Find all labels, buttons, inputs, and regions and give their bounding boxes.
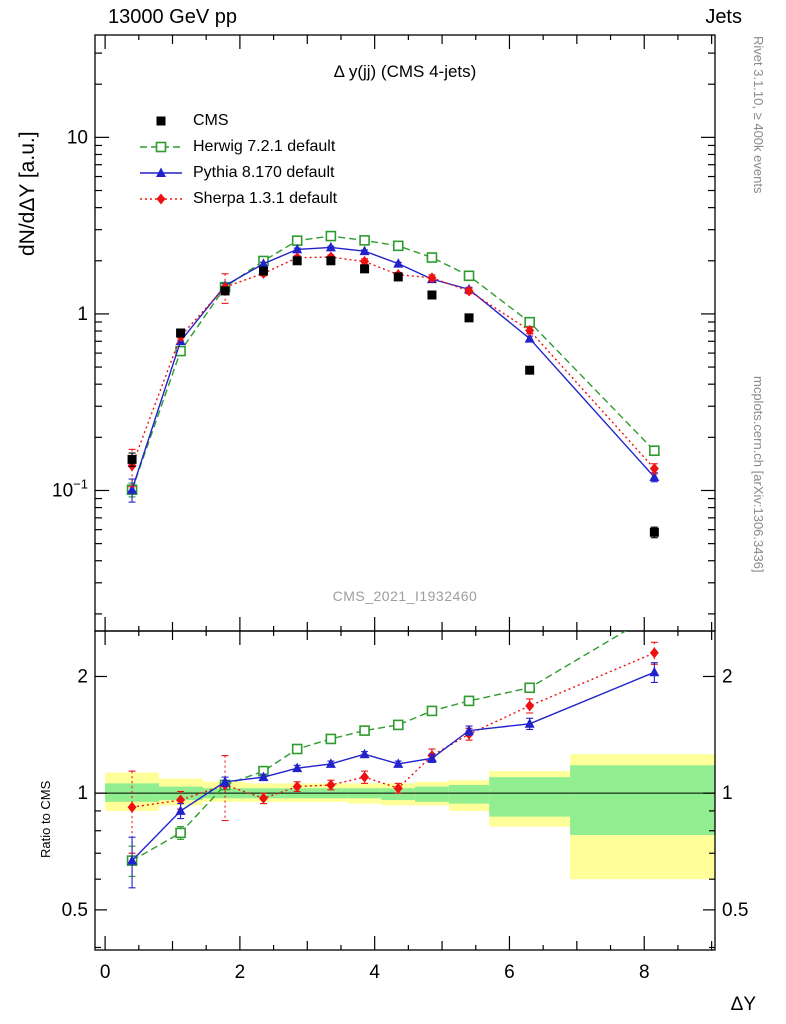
series-herwig-7-2-1-default (126, 230, 660, 498)
svg-text:2: 2 (235, 962, 246, 983)
rivet-version-note: Rivet 3.1.10, ≥ 400k events (751, 36, 766, 194)
ratio-series-sherpa-1-3-1-default (127, 641, 659, 854)
series-sherpa-1-3-1-default (127, 251, 659, 488)
legend-label-sherpa: Sherpa 1.3.1 default (193, 190, 338, 207)
svg-text:2: 2 (77, 666, 88, 687)
uncertainty-bands (105, 754, 715, 880)
svg-text:1: 1 (77, 304, 88, 325)
svg-text:1: 1 (722, 783, 733, 804)
legend-label-herwig: Herwig 7.2.1 default (193, 138, 336, 155)
legend-item-pythia: Pythia 8.170 default (138, 160, 337, 186)
legend-item-cms: CMS (138, 108, 337, 134)
herwig-marker-icon (138, 139, 184, 155)
mcplots-arxiv-note: mcplots.cern.ch [arXiv:1306.3436] (751, 376, 766, 573)
legend: CMS Herwig 7.2.1 default Pythia 8.170 de… (138, 108, 337, 212)
svg-text:8: 8 (639, 962, 650, 983)
analysis-id-watermark: CMS_2021_I1932460 (332, 588, 478, 604)
cms-marker-icon (138, 113, 184, 129)
legend-label-cms: CMS (193, 112, 229, 129)
legend-label-pythia: Pythia 8.170 default (193, 164, 335, 181)
svg-text:6: 6 (504, 962, 515, 983)
pythia-marker-icon (138, 165, 184, 181)
svg-text:0.5: 0.5 (722, 900, 748, 921)
ratio-series-pythia-8-170-default (127, 662, 660, 889)
legend-item-herwig: Herwig 7.2.1 default (138, 134, 337, 160)
svg-text:1: 1 (77, 783, 88, 804)
observable-title: Δ y(jj) (CMS 4-jets) (333, 62, 477, 81)
svg-text:4: 4 (369, 962, 380, 983)
main-y-axis-label: dN/dΔY [a.u.] (16, 131, 39, 256)
axis-tick-labels: 0 2 4 6 8 10−1 1 10 0.5 0.5 1 1 2 2 (52, 127, 748, 983)
series-pythia-8-170-default (127, 241, 660, 503)
ratio-y-axis-label: Ratio to CMS (38, 780, 53, 858)
sherpa-marker-icon (138, 191, 184, 207)
legend-item-sherpa: Sherpa 1.3.1 default (138, 186, 337, 212)
axes-frame (94, 34, 716, 951)
series-cms (127, 256, 659, 539)
beam-energy-label: 13000 GeV pp (108, 6, 237, 28)
axis-ticks (95, 35, 715, 950)
svg-text:10−1: 10−1 (52, 476, 88, 501)
svg-text:10: 10 (67, 127, 88, 148)
svg-text:2: 2 (722, 666, 733, 687)
analysis-group-label: Jets (705, 6, 742, 28)
x-axis-label: ΔY (730, 994, 756, 1015)
svg-text:0.5: 0.5 (62, 900, 88, 921)
svg-text:0: 0 (100, 962, 111, 983)
